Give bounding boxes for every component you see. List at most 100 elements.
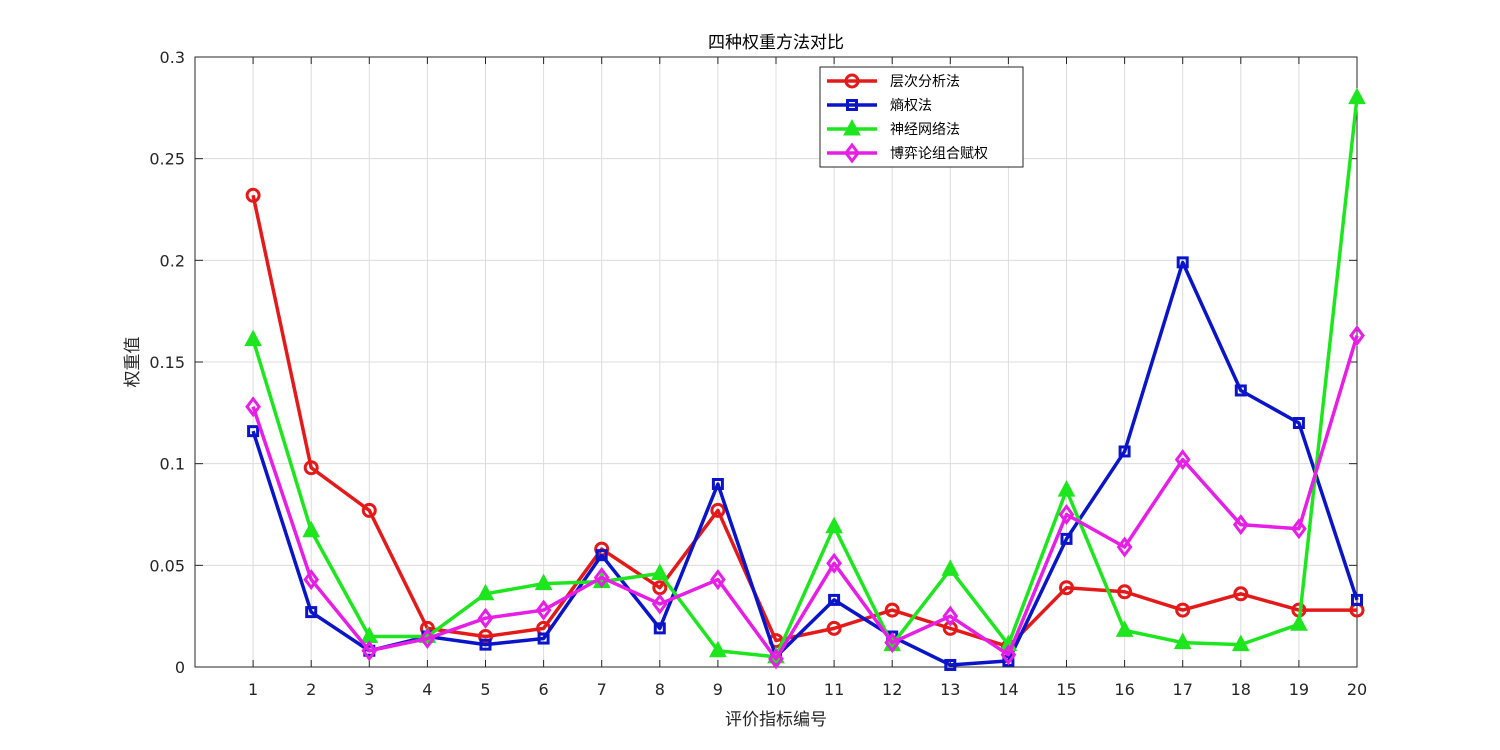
data-point [245,187,261,203]
x-tick-label: 2 [306,680,316,699]
data-point [595,549,608,562]
data-point [711,478,724,490]
x-axis-label: 评价指标编号 [725,710,827,730]
data-point [1351,593,1363,606]
y-tick-label: 0.15 [149,353,185,372]
data-point [1173,632,1192,650]
data-point [1290,614,1308,631]
series-line [251,97,1359,659]
x-tick-label: 20 [1347,680,1367,699]
data-point [653,622,666,635]
data-point [942,605,959,627]
x-tick-label: 9 [713,680,723,699]
y-tick-label: 0.3 [160,48,185,67]
series-4 [245,325,1365,670]
data-point [1175,602,1191,618]
data-point [1233,586,1249,602]
data-point [1291,518,1307,540]
data-point [825,516,843,534]
x-tick-label: 6 [539,680,549,699]
legend-label: 神经网络法 [890,122,960,138]
x-tick-label: 17 [1173,680,1193,699]
data-point [302,520,321,538]
x-tick-label: 3 [364,680,374,699]
y-axis-label: 权重值 [123,337,143,388]
y-tick-label: 0.1 [160,455,185,474]
data-point [361,640,378,662]
x-tick-label: 13 [940,680,960,699]
data-point [476,583,495,601]
data-point [534,573,553,591]
data-point [244,329,262,347]
data-point [710,569,726,591]
x-tick-label: 8 [655,680,665,699]
data-point [593,567,610,589]
data-point [1059,580,1074,596]
legend-label: 熵权法 [890,98,932,114]
data-point [1292,417,1305,429]
data-point [650,563,669,580]
ticks: 1 2 3 4 5 6 7 8 9 10 11 12 13 14 15 16 17 18 19 2000.050.10… [149,48,1367,699]
data-point [710,502,726,518]
x-tick-label: 19 [1289,680,1309,699]
grid [195,57,1358,667]
y-tick-label: 0.05 [149,556,185,575]
data-point [828,593,841,606]
y-tick-label: 0 [175,658,185,677]
data-point [1000,644,1017,666]
x-tick-label: 5 [480,680,490,699]
data-point [245,396,261,418]
data-point [1058,504,1075,525]
data-point [477,607,494,629]
legend-item: 博弈论组合赋权 [827,142,988,164]
data-point [1057,480,1076,497]
data-point [1234,384,1247,397]
data-point [1232,514,1249,536]
y-tick-label: 0.25 [149,150,185,169]
data-point [303,569,320,591]
legend-item: 熵权法 [827,98,932,114]
series-line [251,194,1357,649]
data-point [1118,445,1131,458]
data-point [1231,634,1250,652]
data-point [1176,256,1189,269]
series-line [251,335,1359,661]
chart-title: 四种权重方法对比 [708,33,844,53]
data-point [535,599,552,621]
data-point [1116,536,1133,558]
series-group [244,87,1366,671]
data-point [1117,584,1133,600]
x-tick-label: 10 [766,680,786,699]
legend-item: 神经网络法 [827,118,960,138]
legend-marker [844,73,860,89]
x-tick-label: 15 [1056,680,1076,699]
series-2 [247,256,1363,671]
data-point [1174,449,1191,471]
data-point [419,628,436,650]
x-tick-label: 11 [824,680,844,699]
x-tick-label: 18 [1231,680,1251,699]
data-point [826,620,842,636]
data-point [651,593,668,615]
data-point [941,559,960,576]
series-1 [245,187,1365,655]
data-point [709,640,727,658]
legend-marker [846,99,858,111]
data-point [537,632,550,645]
x-tick-label: 14 [998,680,1018,699]
data-point [361,502,377,518]
data-point [479,638,492,651]
x-tick-label: 4 [422,680,432,699]
data-point [768,648,784,670]
series-line [251,260,1359,667]
data-point [247,425,260,438]
data-point [1349,325,1365,347]
x-tick-label: 1 [248,680,258,699]
legend-label: 层次分析法 [890,74,960,90]
legend-marker [844,142,860,164]
data-point [884,602,900,618]
data-point [944,658,957,671]
legend-box [819,66,1024,168]
